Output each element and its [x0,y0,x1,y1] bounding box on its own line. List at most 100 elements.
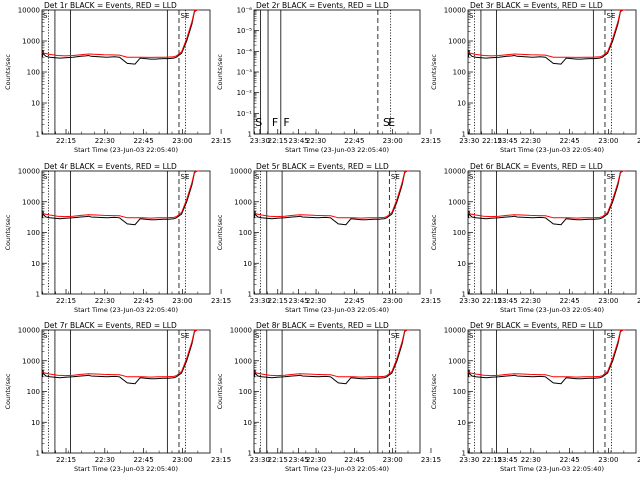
y-tick-label: 10 [31,419,40,427]
lld-series-line [254,170,410,219]
y-tick-label: 10⁻² [237,89,253,97]
x-tick-label: 22:15 [56,456,76,464]
segment-letter: S [469,173,474,181]
plot-frame [41,170,211,295]
y-tick-label: 10 [457,100,466,108]
x-axis-label: Start Time (23-Jun-03 22:05:40) [500,146,604,154]
lld-series-line [468,170,626,219]
y-tick-label: 10 [31,260,40,268]
x-tick-label: 23:15 [421,456,441,464]
y-axis-label: Counts/sec [216,214,224,250]
x-axis-label: Start Time (23-Jun-03 22:05:40) [74,146,178,154]
segment-letter: E [388,116,395,129]
x-axis-label: Start Time (23-Jun-03 22:05:40) [74,465,178,473]
y-tick-label: 100 [453,69,466,77]
y-axis-label: Counts/sec [4,214,12,250]
x-axis-label: Start Time (23-Jun-03 22:05:40) [500,465,604,473]
y-tick-label: 1 [36,291,40,299]
detector-panel: Det 7r BLACK = Events, RED = LLD 1 10 100 10… [4,321,309,473]
x-tick-label: 23:45 [289,137,309,145]
x-tick-label: 23:00 [172,297,192,305]
panel-title: Det 4r BLACK = Events, RED = LLD [44,162,177,171]
y-axis-label: Counts/sec [430,373,438,409]
x-tick-label: 23:00 [172,456,192,464]
y-tick-label: 1 [248,131,252,139]
x-tick-label: 23:30 [459,456,479,464]
x-tick-label: 22:30 [306,137,326,145]
panel-title: Det 1r BLACK = Events, RED = LLD [44,1,177,10]
y-axis-label: Counts/sec [216,54,224,90]
segment-letter: SE [607,332,616,340]
segment-letter: F [283,116,289,129]
y-tick-label: 10000 [18,7,40,15]
plot-frame [41,329,211,454]
x-tick-label: 22:45 [344,137,364,145]
x-tick-label: 23:15 [211,297,231,305]
y-tick-label: 100 [239,388,252,396]
lld-series-line [254,329,410,378]
x-tick-label: 22:30 [95,297,115,305]
lld-series-line [42,170,200,219]
segment-letter: SE [607,173,616,181]
events-series-line [468,329,626,385]
x-tick-label: 22:30 [521,137,541,145]
segment-letter: SE [181,12,190,20]
y-tick-label: 10⁻⁵ [237,27,253,35]
panel-title: Det 7r BLACK = Events, RED = LLD [44,321,177,330]
plot-frame [253,170,421,295]
x-tick-label: 23:15 [421,297,441,305]
plot-frame [253,329,421,454]
segment-letter: SE [181,173,190,181]
x-tick-label: 22:15 [268,137,288,145]
segment-letter: S [469,332,474,340]
x-axis-label: Start Time (23-Jun-03 22:05:40) [74,306,178,314]
x-tick-label: 23:15 [637,137,640,145]
detector-panel: Det 1r BLACK = Events, RED = LLD 1 10 100 10… [4,1,309,154]
y-tick-label: 1 [248,450,252,458]
x-tick-label: 23:00 [383,137,403,145]
y-axis-label: Counts/sec [430,54,438,90]
y-tick-label: 10000 [18,168,40,176]
x-tick-label: 22:45 [133,456,153,464]
events-series-line [42,329,200,385]
y-tick-label: 100 [239,229,252,237]
x-tick-label: 23:45 [289,456,309,464]
x-tick-label: 23:30 [250,137,270,145]
segment-letter: SE [391,173,400,181]
segment-letter: S [383,116,390,129]
x-tick-label: 23:45 [498,456,518,464]
detector-panel: Det 8r BLACK = Events, RED = LLD 1 10 100 10… [216,321,518,473]
y-tick-label: 100 [453,229,466,237]
y-tick-label: 1000 [234,357,252,365]
detector-panel: Det 3r BLACK = Events, RED = LLD 1 10 100 10… [430,1,640,154]
x-tick-label: 22:30 [306,456,326,464]
x-tick-label: 23:30 [459,297,479,305]
plot-frame [467,9,637,135]
x-tick-label: 22:15 [268,456,288,464]
x-tick-label: 23:00 [598,137,618,145]
plot-frame [41,9,211,135]
y-axis-label: Counts/sec [430,214,438,250]
x-axis-label: Start Time (23-Jun-03 22:05:40) [500,306,604,314]
detector-panel: Det 5r BLACK = Events, RED = LLD 1 10 100 10… [216,162,518,314]
segment-letter: F [272,116,278,129]
segment-letter: SE [391,332,400,340]
x-tick-label: 23:15 [211,137,231,145]
x-tick-label: 23:00 [383,297,403,305]
lld-series-line [42,329,200,378]
panel-title: Det 3r BLACK = Events, RED = LLD [470,1,603,10]
segment-letter: S [469,12,474,20]
detector-panel: Det 6r BLACK = Events, RED = LLD 1 10 100 10… [430,162,640,314]
x-tick-label: 22:45 [133,137,153,145]
x-tick-label: 22:15 [56,137,76,145]
x-tick-label: 23:15 [421,137,441,145]
segment-letter: SE [181,332,190,340]
x-tick-label: 23:45 [498,137,518,145]
plot-frame [467,329,637,454]
y-tick-label: 1 [462,291,466,299]
y-tick-label: 1 [462,450,466,458]
x-tick-label: 22:45 [133,297,153,305]
y-tick-label: 100 [27,69,40,77]
y-tick-label: 1 [36,131,40,139]
